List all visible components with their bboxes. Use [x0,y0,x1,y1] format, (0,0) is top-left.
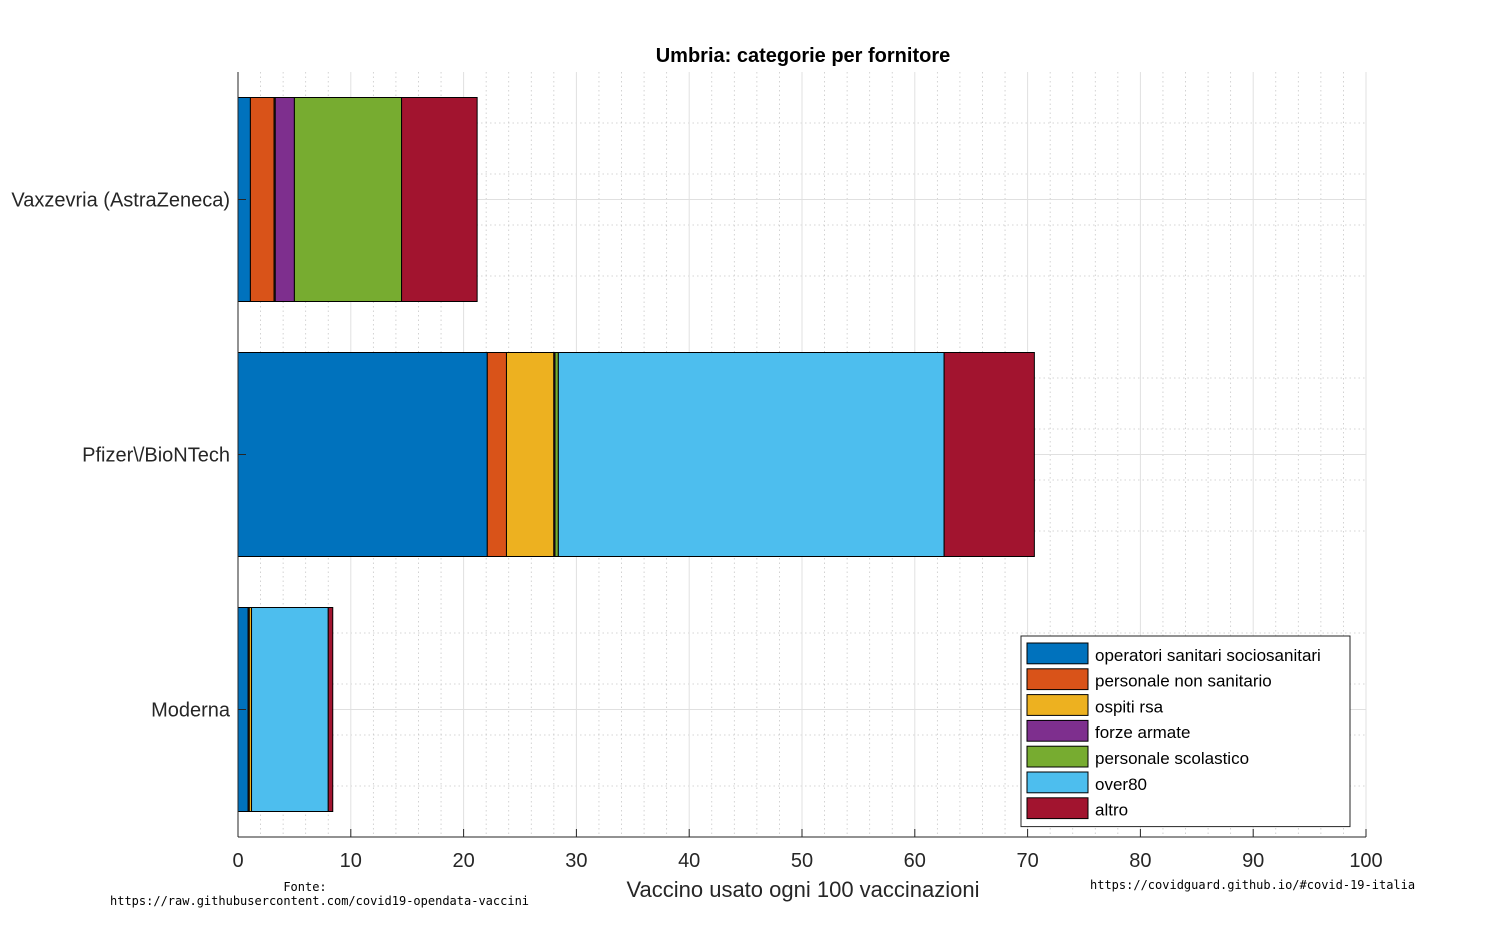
bar-segment [327,607,334,812]
legend-swatch [1026,797,1089,820]
legend-swatch [1026,694,1089,716]
category-label: Pfizer\/BioNTech [82,445,230,467]
bar-segment [274,97,295,302]
x-tick-label: 100 [1349,850,1382,872]
source-note: Fonte: https://raw.githubusercontent.com… [110,880,530,908]
legend: operatori sanitari sociosanitari personal… [1020,635,1351,828]
bar-segment [237,352,488,557]
bar-segment [293,97,403,302]
x-tick-label: 0 [232,850,243,872]
x-tick-label: 70 [1016,850,1038,872]
x-tick-label: 40 [678,850,700,872]
x-tick-label: 90 [1242,850,1264,872]
bar-segment [401,97,478,302]
bar-segment [486,352,507,557]
legend-entry: personale non sanitario [1095,672,1272,691]
legend-entry: ospiti rsa [1095,697,1164,716]
legend-swatch [1026,745,1089,768]
bar-segment [505,352,555,557]
x-tick-label: 80 [1129,850,1151,872]
bar-segment [943,352,1035,557]
legend-entry: forze armate [1095,723,1190,742]
category-label: Vaxzevria (AstraZeneca) [11,190,230,212]
legend-swatch [1026,642,1089,665]
x-tick-label: 50 [791,850,813,872]
x-axis-label: Vaccino usato ogni 100 vaccinazioni [626,877,979,902]
legend-swatch [1026,771,1089,794]
bars [237,97,1035,812]
legend-entry: personale scolastico [1095,749,1249,768]
bar-segment [554,352,559,557]
x-tick-label: 20 [452,850,474,872]
x-tick-label: 10 [340,850,362,872]
source-url: https://raw.githubusercontent.com/covid1… [110,894,530,908]
legend-entry: altro [1095,801,1128,820]
bar-segment [251,607,329,812]
bar-segment [557,352,945,557]
legend-swatch [1026,668,1089,691]
bar-segment [249,97,275,302]
site-url: https://covidguard.github.io/#covid-19-i… [1090,878,1416,892]
source-label: Fonte: [283,880,327,894]
x-tick-label: 60 [904,850,926,872]
legend-entry: operatori sanitari sociosanitari [1095,646,1321,665]
axes: Vaxzevria (AstraZeneca) Pfizer\/BioNTech M… [11,72,1383,872]
legend-entry: over80 [1095,775,1147,794]
legend-swatch [1026,719,1089,742]
x-tick-label: 30 [565,850,587,872]
category-label: Moderna [151,700,231,722]
chart-title: Umbria: categorie per fornitore [656,45,951,67]
